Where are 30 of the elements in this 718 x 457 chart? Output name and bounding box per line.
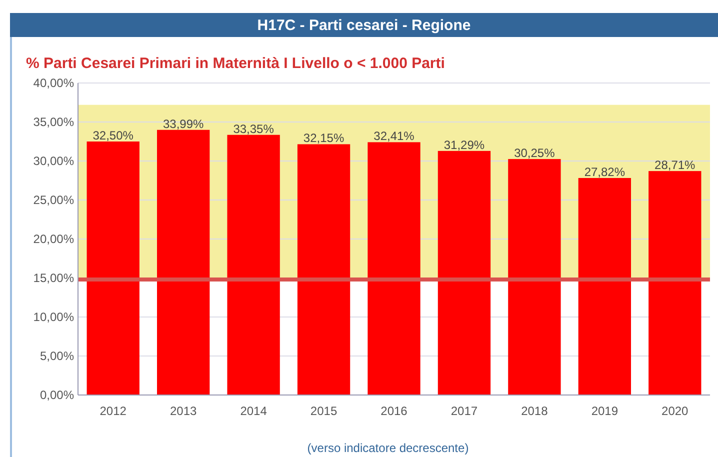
chart-subtitle: % Parti Cesarei Primari in Maternità I Livello o < 1.000 Parti [26, 55, 445, 72]
data-label: 30,25% [514, 146, 556, 160]
data-label: 32,41% [374, 129, 415, 144]
y-tick-label: 30,00% [33, 154, 74, 168]
data-label: 27,82% [584, 165, 626, 180]
y-tick-label: 35,00% [33, 115, 74, 129]
x-tick-label: 2012 [100, 404, 127, 418]
data-label: 31,29% [444, 138, 485, 152]
x-tick-label: 2020 [662, 404, 689, 418]
y-tick-label: 5,00% [40, 349, 74, 363]
x-tick-label: 2015 [310, 404, 338, 418]
y-tick-label: 0,00% [40, 388, 74, 402]
y-tick-label: 10,00% [33, 310, 74, 324]
y-tick-label: 15,00% [33, 271, 74, 285]
y-tick-label: 25,00% [33, 193, 74, 207]
data-label: 28,71% [654, 158, 696, 172]
y-tick-label: 40,00% [33, 76, 74, 90]
chart-title: H17C - Parti cesarei - Regione [257, 17, 471, 34]
x-tick-label: 2019 [591, 404, 618, 418]
data-label: 33,35% [233, 122, 274, 136]
x-tick-label: 2016 [380, 404, 408, 418]
data-label: 32,50% [92, 128, 134, 142]
y-tick-label: 20,00% [33, 232, 74, 246]
x-tick-label: 2014 [240, 404, 268, 418]
text: (verso indicatore decrescente) [307, 441, 469, 455]
data-label: 32,15% [303, 131, 344, 146]
x-tick-label: 2018 [521, 404, 548, 418]
data-label: 33,99% [162, 116, 204, 131]
x-tick-label: 2017 [450, 404, 478, 418]
x-tick-label: 2013 [170, 404, 198, 418]
